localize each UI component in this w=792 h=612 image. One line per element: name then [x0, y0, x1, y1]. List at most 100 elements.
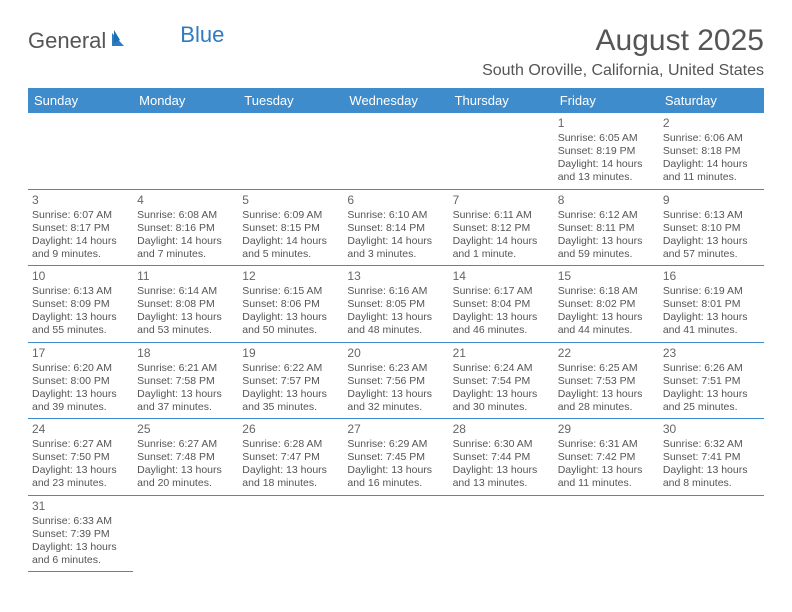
daylight-text: and 11 minutes.: [558, 477, 655, 490]
daylight-text: Daylight: 14 hours: [663, 158, 760, 171]
daylight-text: and 39 minutes.: [32, 401, 129, 414]
daylight-text: and 41 minutes.: [663, 324, 760, 337]
day-number: 9: [663, 193, 760, 208]
sunset-text: Sunset: 8:14 PM: [347, 222, 444, 235]
sunrise-text: Sunrise: 6:20 AM: [32, 362, 129, 375]
day-number: 18: [137, 346, 234, 361]
daylight-text: and 53 minutes.: [137, 324, 234, 337]
daylight-text: Daylight: 13 hours: [32, 464, 129, 477]
calendar-empty-cell: [28, 113, 133, 189]
daylight-text: Daylight: 14 hours: [558, 158, 655, 171]
calendar-day-cell: 10Sunrise: 6:13 AMSunset: 8:09 PMDayligh…: [28, 266, 133, 343]
day-number: 6: [347, 193, 444, 208]
sunrise-text: Sunrise: 6:27 AM: [137, 438, 234, 451]
sunrise-text: Sunrise: 6:27 AM: [32, 438, 129, 451]
daylight-text: and 44 minutes.: [558, 324, 655, 337]
daylight-text: Daylight: 13 hours: [242, 311, 339, 324]
daylight-text: Daylight: 13 hours: [32, 541, 129, 554]
sunrise-text: Sunrise: 6:32 AM: [663, 438, 760, 451]
sunrise-text: Sunrise: 6:17 AM: [453, 285, 550, 298]
calendar-day-cell: 14Sunrise: 6:17 AMSunset: 8:04 PMDayligh…: [449, 266, 554, 343]
sunrise-text: Sunrise: 6:22 AM: [242, 362, 339, 375]
weekday-header: Wednesday: [343, 88, 448, 113]
daylight-text: Daylight: 13 hours: [137, 388, 234, 401]
daylight-text: Daylight: 13 hours: [663, 235, 760, 248]
day-number: 14: [453, 269, 550, 284]
daylight-text: and 35 minutes.: [242, 401, 339, 414]
calendar-day-cell: 30Sunrise: 6:32 AMSunset: 7:41 PMDayligh…: [659, 419, 764, 496]
day-number: 3: [32, 193, 129, 208]
daylight-text: and 25 minutes.: [663, 401, 760, 414]
calendar-day-cell: 21Sunrise: 6:24 AMSunset: 7:54 PMDayligh…: [449, 342, 554, 419]
daylight-text: and 20 minutes.: [137, 477, 234, 490]
sunrise-text: Sunrise: 6:12 AM: [558, 209, 655, 222]
sunset-text: Sunset: 7:53 PM: [558, 375, 655, 388]
day-number: 23: [663, 346, 760, 361]
calendar-day-cell: 13Sunrise: 6:16 AMSunset: 8:05 PMDayligh…: [343, 266, 448, 343]
calendar-day-cell: 18Sunrise: 6:21 AMSunset: 7:58 PMDayligh…: [133, 342, 238, 419]
calendar-empty-cell: [133, 495, 238, 572]
sunrise-text: Sunrise: 6:30 AM: [453, 438, 550, 451]
day-number: 24: [32, 422, 129, 437]
daylight-text: Daylight: 13 hours: [347, 464, 444, 477]
day-number: 29: [558, 422, 655, 437]
sunset-text: Sunset: 7:48 PM: [137, 451, 234, 464]
day-number: 5: [242, 193, 339, 208]
calendar-week-row: 31Sunrise: 6:33 AMSunset: 7:39 PMDayligh…: [28, 495, 764, 572]
calendar-day-cell: 24Sunrise: 6:27 AMSunset: 7:50 PMDayligh…: [28, 419, 133, 496]
daylight-text: Daylight: 14 hours: [32, 235, 129, 248]
daylight-text: Daylight: 13 hours: [32, 311, 129, 324]
calendar-day-cell: 3Sunrise: 6:07 AMSunset: 8:17 PMDaylight…: [28, 189, 133, 266]
daylight-text: Daylight: 14 hours: [137, 235, 234, 248]
sunrise-text: Sunrise: 6:23 AM: [347, 362, 444, 375]
day-number: 12: [242, 269, 339, 284]
daylight-text: and 13 minutes.: [453, 477, 550, 490]
weekday-header: Thursday: [449, 88, 554, 113]
daylight-text: Daylight: 13 hours: [242, 388, 339, 401]
sunrise-text: Sunrise: 6:14 AM: [137, 285, 234, 298]
day-number: 15: [558, 269, 655, 284]
daylight-text: Daylight: 13 hours: [558, 464, 655, 477]
calendar-empty-cell: [449, 495, 554, 572]
title-block: August 2025 South Oroville, California, …: [482, 24, 764, 80]
sunrise-text: Sunrise: 6:15 AM: [242, 285, 339, 298]
sunset-text: Sunset: 8:17 PM: [32, 222, 129, 235]
daylight-text: and 59 minutes.: [558, 248, 655, 261]
calendar-day-cell: 2Sunrise: 6:06 AMSunset: 8:18 PMDaylight…: [659, 113, 764, 189]
sunset-text: Sunset: 7:56 PM: [347, 375, 444, 388]
day-number: 1: [558, 116, 655, 131]
sunset-text: Sunset: 8:09 PM: [32, 298, 129, 311]
daylight-text: Daylight: 13 hours: [347, 388, 444, 401]
daylight-text: and 13 minutes.: [558, 171, 655, 184]
daylight-text: Daylight: 14 hours: [453, 235, 550, 248]
daylight-text: and 9 minutes.: [32, 248, 129, 261]
calendar-day-cell: 12Sunrise: 6:15 AMSunset: 8:06 PMDayligh…: [238, 266, 343, 343]
logo-sail-icon: [110, 30, 130, 53]
daylight-text: and 50 minutes.: [242, 324, 339, 337]
sunset-text: Sunset: 7:54 PM: [453, 375, 550, 388]
day-number: 22: [558, 346, 655, 361]
sunrise-text: Sunrise: 6:29 AM: [347, 438, 444, 451]
calendar-empty-cell: [659, 495, 764, 572]
weekday-header: Tuesday: [238, 88, 343, 113]
sunrise-text: Sunrise: 6:05 AM: [558, 132, 655, 145]
sunset-text: Sunset: 8:04 PM: [453, 298, 550, 311]
calendar-day-cell: 23Sunrise: 6:26 AMSunset: 7:51 PMDayligh…: [659, 342, 764, 419]
calendar-day-cell: 25Sunrise: 6:27 AMSunset: 7:48 PMDayligh…: [133, 419, 238, 496]
logo-text-general: General: [28, 28, 106, 54]
daylight-text: Daylight: 13 hours: [137, 311, 234, 324]
calendar-day-cell: 31Sunrise: 6:33 AMSunset: 7:39 PMDayligh…: [28, 495, 133, 572]
sunset-text: Sunset: 8:05 PM: [347, 298, 444, 311]
daylight-text: and 46 minutes.: [453, 324, 550, 337]
sunrise-text: Sunrise: 6:13 AM: [32, 285, 129, 298]
calendar-day-cell: 19Sunrise: 6:22 AMSunset: 7:57 PMDayligh…: [238, 342, 343, 419]
sunset-text: Sunset: 8:15 PM: [242, 222, 339, 235]
header: General Blue August 2025 South Oroville,…: [28, 24, 764, 80]
calendar-empty-cell: [238, 113, 343, 189]
daylight-text: and 7 minutes.: [137, 248, 234, 261]
weekday-header: Friday: [554, 88, 659, 113]
daylight-text: Daylight: 13 hours: [558, 235, 655, 248]
daylight-text: Daylight: 13 hours: [453, 464, 550, 477]
daylight-text: Daylight: 13 hours: [558, 388, 655, 401]
sunset-text: Sunset: 7:41 PM: [663, 451, 760, 464]
